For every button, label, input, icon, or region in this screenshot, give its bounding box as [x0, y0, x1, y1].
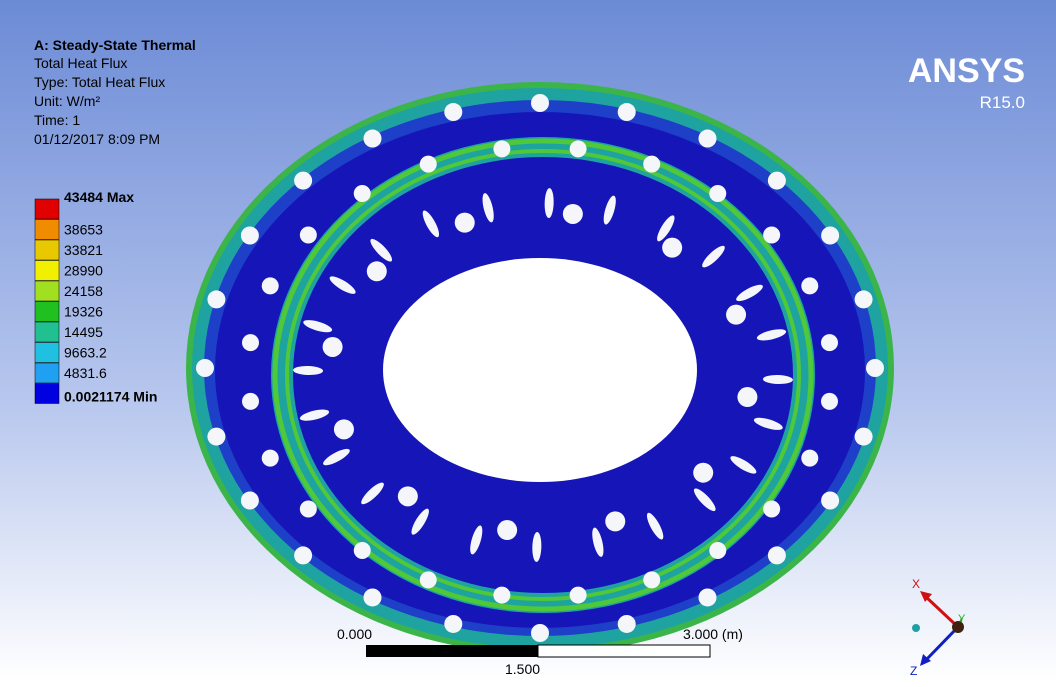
legend-label: 38653 [64, 222, 103, 238]
hole [300, 500, 317, 517]
legend-label: 24158 [64, 283, 103, 299]
hole [354, 185, 371, 202]
hole [763, 227, 780, 244]
scale-label: 3.000 (m) [683, 626, 743, 642]
scale-label: 1.500 [505, 661, 540, 677]
hole [196, 359, 214, 377]
hole [242, 334, 259, 351]
hole [241, 227, 259, 245]
hole [531, 94, 549, 112]
legend-swatch [35, 281, 59, 301]
version: R15.0 [980, 93, 1025, 112]
header-line: 01/12/2017 8:09 PM [34, 131, 160, 147]
legend-label: 28990 [64, 263, 103, 279]
hole [207, 428, 225, 446]
hole [420, 571, 437, 588]
hole [763, 500, 780, 517]
legend-swatch [35, 343, 59, 363]
legend-swatch [35, 384, 59, 404]
hole [364, 130, 382, 148]
hole [855, 428, 873, 446]
legend-label: 14495 [64, 324, 103, 340]
header-line: Time: 1 [34, 112, 80, 128]
hole [262, 450, 279, 467]
hole [662, 238, 682, 258]
legend-swatch [35, 261, 59, 281]
legend-swatch [35, 220, 59, 240]
legend-label: 19326 [64, 304, 103, 320]
hole [444, 103, 462, 121]
hole [420, 156, 437, 173]
legend-swatch [35, 240, 59, 260]
axis-label: X [912, 577, 920, 591]
hole [737, 387, 757, 407]
legend-label: 9663.2 [64, 345, 107, 361]
hole [570, 587, 587, 604]
hole [242, 393, 259, 410]
legend-label: 4831.6 [64, 365, 107, 381]
hole [618, 615, 636, 633]
hole [207, 290, 225, 308]
header-line: Type: Total Heat Flux [34, 74, 165, 90]
hole [643, 571, 660, 588]
hole [497, 520, 517, 540]
hole [726, 305, 746, 325]
hole [643, 156, 660, 173]
hole [300, 227, 317, 244]
header-line: Total Heat Flux [34, 55, 127, 71]
hole [493, 587, 510, 604]
hole [801, 277, 818, 294]
hole [768, 172, 786, 190]
hole [323, 337, 343, 357]
hole [354, 542, 371, 559]
hole [444, 615, 462, 633]
hole [364, 588, 382, 606]
hole [531, 624, 549, 642]
legend-label: 33821 [64, 242, 103, 258]
hole [618, 103, 636, 121]
hole [563, 204, 583, 224]
legend-swatch [35, 322, 59, 342]
hole [709, 185, 726, 202]
hole [821, 492, 839, 510]
legend-swatch [35, 199, 59, 219]
header-title: A: Steady-State Thermal [34, 37, 196, 53]
hole [821, 393, 838, 410]
hole [493, 140, 510, 157]
hole [709, 542, 726, 559]
legend-label: 0.0021174 Min [64, 389, 157, 405]
hole [855, 290, 873, 308]
hole [262, 277, 279, 294]
hole [294, 546, 312, 564]
header-line: Unit: W/m² [34, 93, 100, 109]
hole [398, 486, 418, 506]
hole [367, 261, 387, 281]
hole [801, 450, 818, 467]
hole [334, 419, 354, 439]
hole [605, 511, 625, 531]
viewport: A: Steady-State Thermal Total Heat Flux … [0, 0, 1056, 682]
logo: ANSYS [908, 52, 1025, 90]
hole [821, 227, 839, 245]
hole [699, 588, 717, 606]
hole [241, 492, 259, 510]
scale-label: 0.000 [337, 626, 372, 642]
axis-label: Z [910, 664, 917, 678]
hole [699, 130, 717, 148]
hole [294, 172, 312, 190]
legend-swatch [35, 363, 59, 383]
legend-label: 43484 Max [64, 189, 134, 205]
hole [866, 359, 884, 377]
hole [768, 546, 786, 564]
axis-label: Y [958, 613, 966, 625]
hole [821, 334, 838, 351]
hole [570, 140, 587, 157]
hole [693, 463, 713, 483]
legend-swatch [35, 302, 59, 322]
hole [455, 213, 475, 233]
disk-model [186, 82, 894, 654]
